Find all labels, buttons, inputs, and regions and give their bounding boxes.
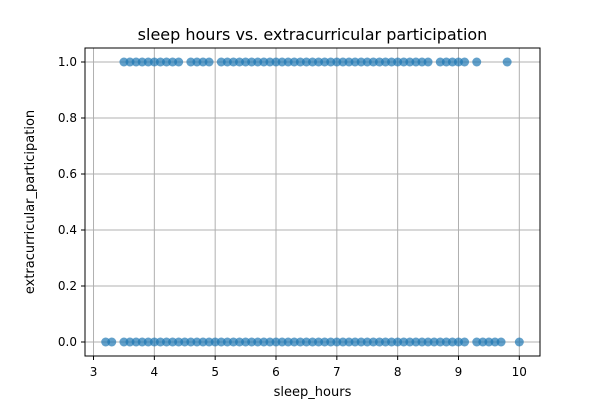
scatter-points (101, 57, 524, 347)
x-axis-label: sleep_hours (274, 385, 352, 400)
y-tick-label: 0.6 (58, 167, 77, 181)
x-tick-label: 10 (512, 365, 527, 379)
scatter-point (107, 337, 117, 347)
grid-lines (85, 48, 540, 356)
scatter-point (472, 57, 482, 67)
x-tick-label: 7 (333, 365, 341, 379)
x-tick-label: 6 (272, 365, 280, 379)
scatter-point (460, 337, 470, 347)
scatter-point (496, 337, 506, 347)
scatter-point (460, 57, 470, 67)
x-tick-label: 9 (455, 365, 463, 379)
scatter-point (514, 337, 524, 347)
x-tick-label: 3 (90, 365, 98, 379)
y-axis-label: extracurricular_participation (23, 110, 38, 294)
scatter-point (423, 57, 433, 67)
y-tick-label: 0.0 (58, 335, 77, 349)
y-tick-label: 0.4 (58, 223, 77, 237)
axis-ticks: 3 4 5 6 7 8 9 10 0.0 0.2 0.4 0.6 0.8 1.0 (58, 55, 527, 379)
plot-frame (84, 47, 541, 357)
scatter-point (174, 57, 184, 67)
x-tick-label: 4 (151, 365, 159, 379)
x-tick-label: 5 (211, 365, 219, 379)
y-tick-label: 1.0 (58, 55, 77, 69)
scatter-point (204, 57, 214, 67)
chart-title: sleep hours vs. extracurricular particip… (138, 25, 488, 44)
y-tick-label: 0.8 (58, 111, 77, 125)
y-tick-label: 0.2 (58, 279, 77, 293)
scatter-point (502, 57, 512, 67)
x-tick-label: 8 (394, 365, 402, 379)
